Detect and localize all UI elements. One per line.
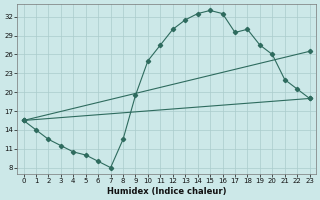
X-axis label: Humidex (Indice chaleur): Humidex (Indice chaleur) [107,187,226,196]
